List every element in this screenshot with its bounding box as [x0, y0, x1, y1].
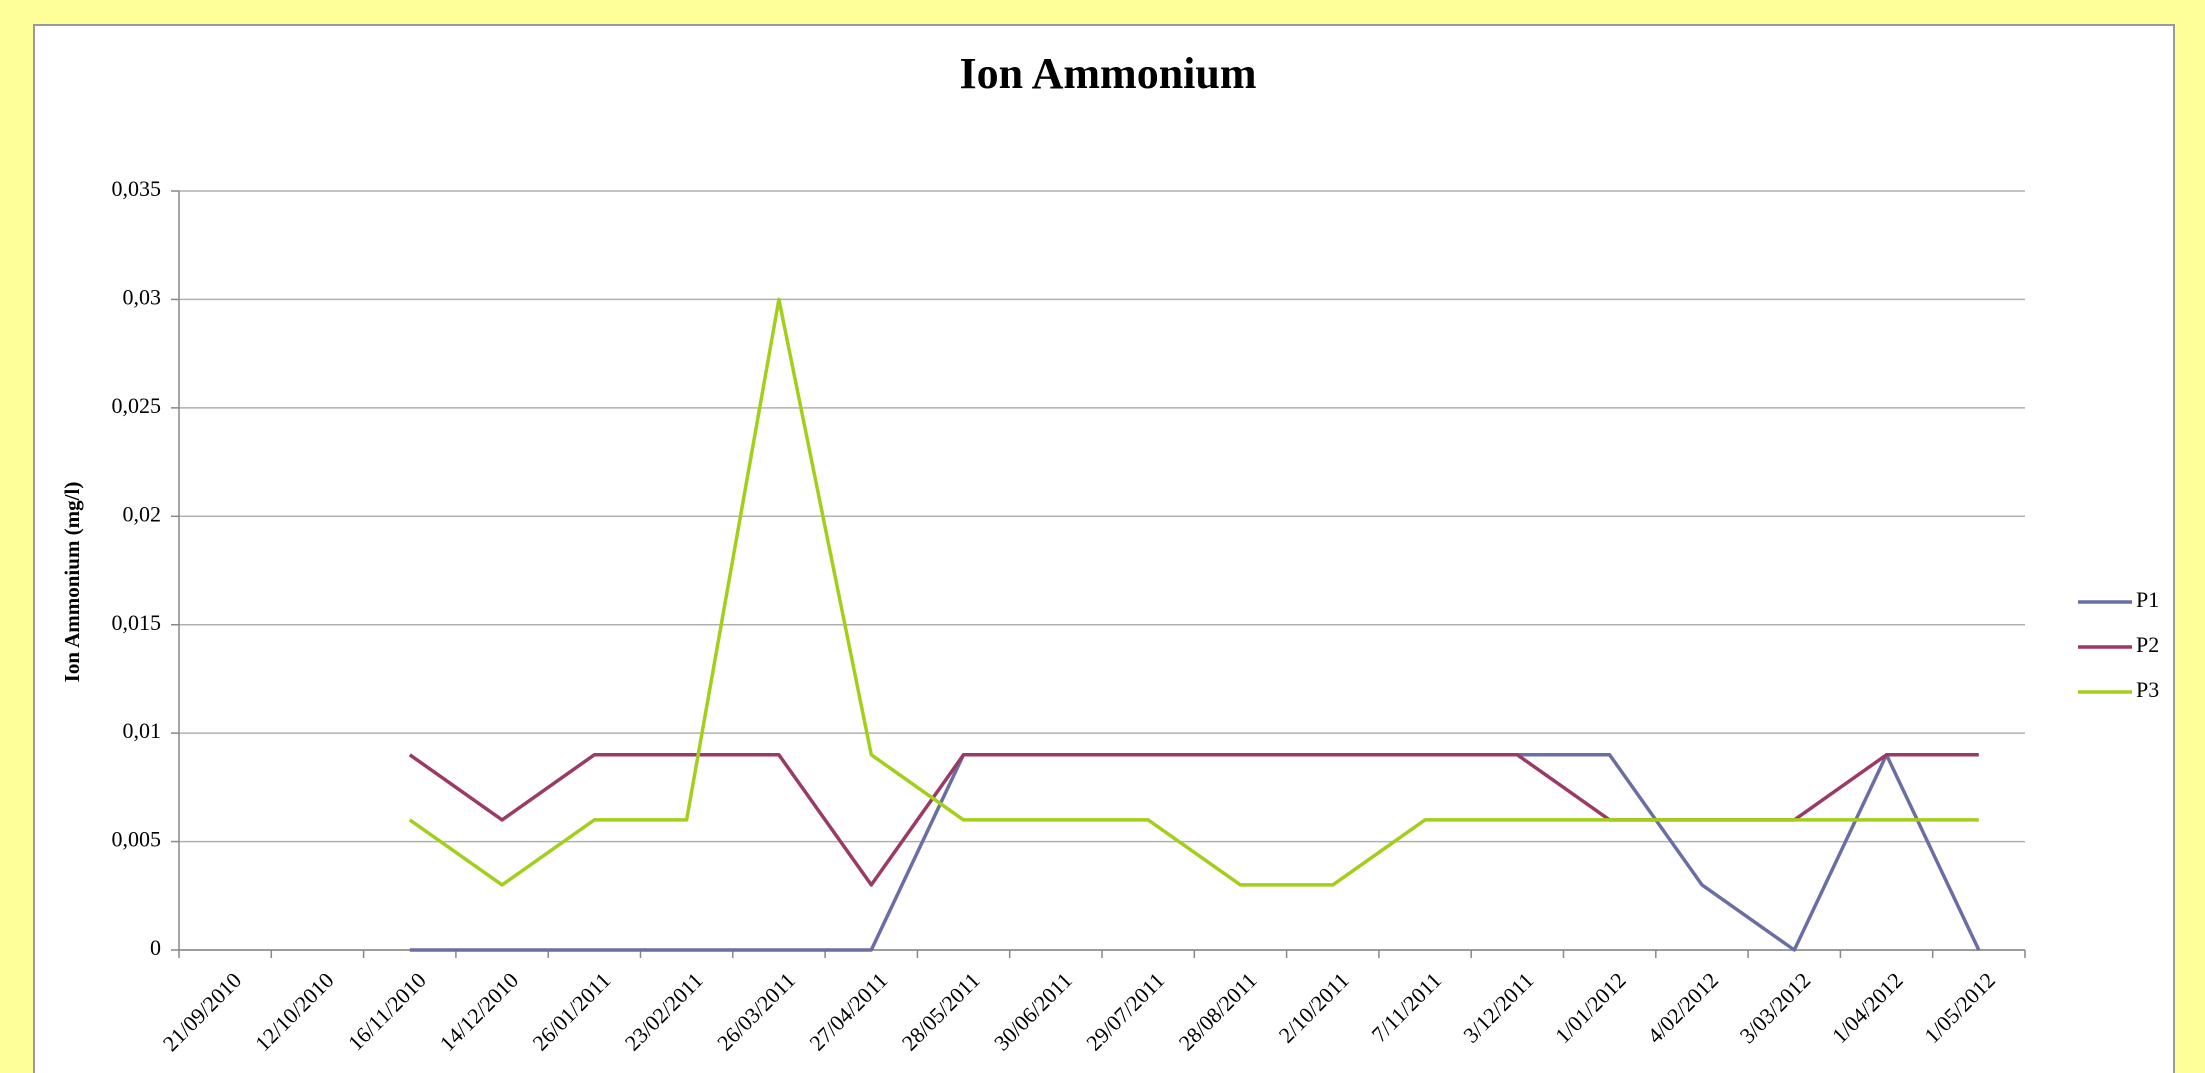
legend-label: P1	[2136, 587, 2159, 612]
series-line	[408, 297, 1979, 887]
y-tick-label: 0,03	[123, 284, 162, 309]
y-tick-label: 0,035	[112, 176, 162, 201]
chart-area	[33, 24, 2175, 1073]
y-tick-label: 0,025	[112, 393, 162, 418]
y-tick-label: 0,005	[112, 827, 162, 852]
y-tick-label: 0,01	[123, 718, 162, 743]
legend-label: P2	[2136, 632, 2159, 657]
legend-label: P3	[2136, 677, 2159, 702]
y-tick-label: 0,015	[112, 610, 162, 635]
y-tick-label: 0	[150, 935, 161, 960]
chart-title: Ion Ammonium	[959, 49, 1256, 98]
y-axis-label: Ion Ammonium (mg/l)	[60, 482, 84, 683]
y-tick-label: 0,02	[123, 501, 162, 526]
